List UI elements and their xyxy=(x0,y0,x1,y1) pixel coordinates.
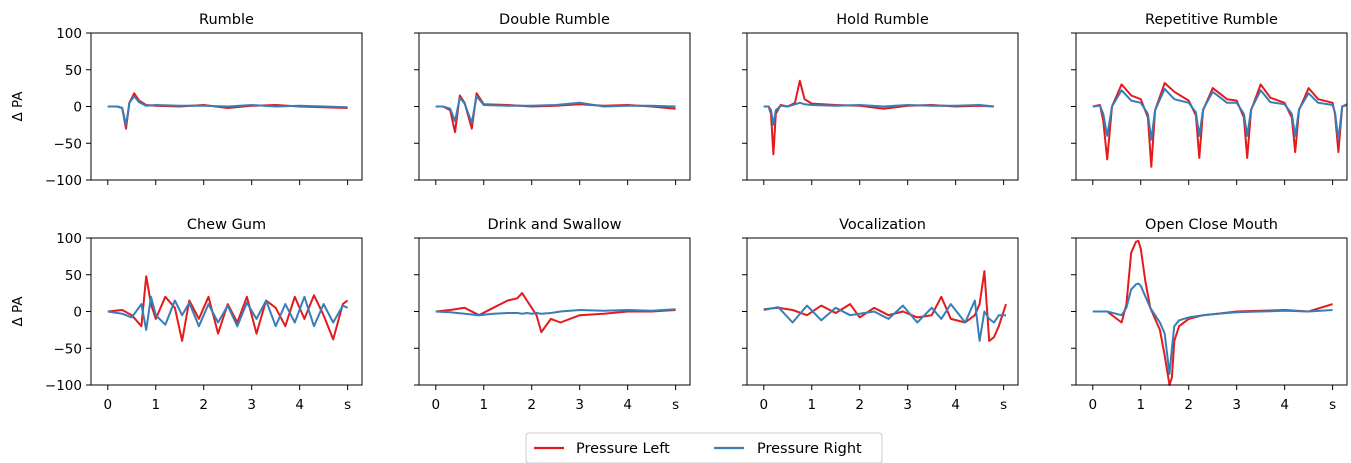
panel-6: Drink and Swallow 0 1 2 3 4 s xyxy=(414,217,690,413)
x-tick-label: 0 xyxy=(1088,397,1097,413)
panel-title: Repetitive Rumble xyxy=(1145,12,1278,28)
panel-title: Open Close Mouth xyxy=(1145,217,1278,233)
series-line-left xyxy=(764,81,994,155)
series-line-left xyxy=(1093,241,1333,385)
x-tick-label: 1 xyxy=(807,397,816,413)
x-tick-label: 3 xyxy=(575,397,584,413)
panel-7: Vocalization 0 1 2 3 4 s xyxy=(742,217,1018,413)
y-tick-label: 50 xyxy=(65,63,82,79)
legend-label-left: Pressure Left xyxy=(576,441,670,457)
x-tick-label: 4 xyxy=(295,397,304,413)
y-tick-label: −100 xyxy=(45,173,82,189)
y-axis-label: Δ PA xyxy=(10,296,26,327)
x-tick-label: 3 xyxy=(1232,397,1241,413)
y-tick-label: 0 xyxy=(73,100,82,116)
x-tick-label: 2 xyxy=(199,397,208,413)
x-tick-label: s xyxy=(344,397,351,413)
x-tick-label: 0 xyxy=(759,397,768,413)
series-line-left xyxy=(764,271,1006,341)
y-tick-label: 0 xyxy=(73,305,82,321)
series-line-right xyxy=(108,96,348,125)
series-line-right xyxy=(764,103,994,125)
x-tick-label: 2 xyxy=(527,397,536,413)
x-tick-label: 0 xyxy=(103,397,112,413)
series-line-left xyxy=(108,276,348,341)
y-axis-label: Δ PA xyxy=(10,91,26,122)
x-tick-label: 1 xyxy=(1136,397,1145,413)
panel-2: Double Rumble xyxy=(414,12,690,185)
panel-5: Chew Gum 100 50 0 −50 −100 0 1 2 3 4 s Δ PA xyxy=(10,217,362,413)
x-tick-label: 2 xyxy=(855,397,864,413)
series-line-right xyxy=(764,301,1006,341)
legend-label-right: Pressure Right xyxy=(757,441,862,457)
x-tick-label: s xyxy=(1329,397,1336,413)
legend: Pressure Left Pressure Right xyxy=(526,433,882,463)
series-line-right xyxy=(436,96,676,123)
x-tick-label: 4 xyxy=(623,397,632,413)
y-tick-label: −50 xyxy=(54,136,83,152)
panel-title: Chew Gum xyxy=(187,217,266,233)
x-tick-label: 2 xyxy=(1184,397,1193,413)
x-tick-label: s xyxy=(672,397,679,413)
y-tick-label: −50 xyxy=(54,341,83,357)
x-tick-label: 0 xyxy=(431,397,440,413)
x-tick-label: 3 xyxy=(247,397,256,413)
series-line-right xyxy=(1093,89,1347,140)
panel-title: Drink and Swallow xyxy=(488,217,622,233)
y-tick-label: 100 xyxy=(56,26,82,42)
series-line-left xyxy=(436,93,676,132)
x-tick-label: 1 xyxy=(151,397,160,413)
panel-title: Double Rumble xyxy=(499,12,610,28)
y-tick-label: 50 xyxy=(65,268,82,284)
panel-4: Repetitive Rumble xyxy=(1071,12,1347,185)
y-tick-label: 100 xyxy=(56,231,82,247)
x-tick-label: s xyxy=(1000,397,1007,413)
x-tick-label: 4 xyxy=(1280,397,1289,413)
x-tick-label: 3 xyxy=(903,397,912,413)
panel-1: Rumble 100 50 0 −50 −100 Δ PA xyxy=(10,12,362,189)
series-line-left xyxy=(108,93,348,128)
x-tick-label: 4 xyxy=(951,397,960,413)
panel-3: Hold Rumble xyxy=(742,12,1018,185)
y-tick-label: −100 xyxy=(45,378,82,394)
series-line-left xyxy=(1093,83,1347,167)
x-tick-label: 1 xyxy=(479,397,488,413)
panel-title: Rumble xyxy=(199,12,254,28)
axes-frame xyxy=(1076,33,1347,180)
panel-title: Hold Rumble xyxy=(836,12,929,28)
panel-8: Open Close Mouth 0 1 2 3 4 s xyxy=(1071,217,1347,413)
series-line-right xyxy=(1093,284,1333,374)
panel-title: Vocalization xyxy=(839,217,926,233)
